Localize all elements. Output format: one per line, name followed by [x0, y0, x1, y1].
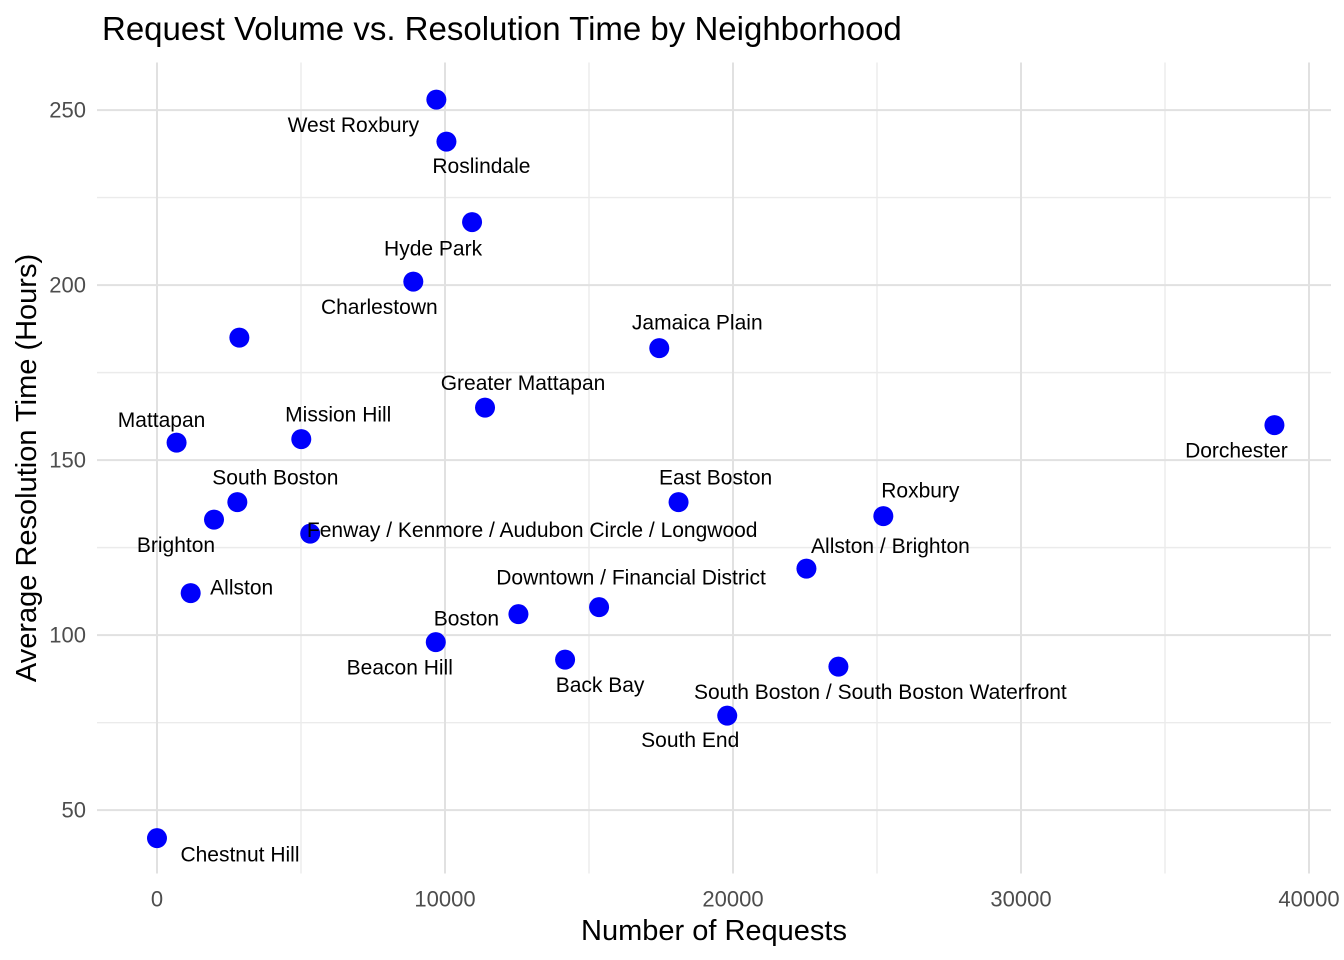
data-point — [796, 558, 817, 579]
data-point — [828, 656, 849, 677]
point-label: Charlestown — [321, 296, 438, 319]
point-label: Downtown / Financial District — [496, 567, 766, 590]
point-label: East Boston — [659, 467, 772, 490]
point-labels: West Roxbury Roslindale Hyde Park Charlesto… — [118, 114, 1288, 867]
data-point — [291, 429, 312, 450]
data-point — [166, 432, 187, 453]
data-point — [426, 89, 447, 110]
data-point — [508, 604, 529, 625]
minor-gridlines — [97, 62, 1331, 874]
y-axis-title: Average Resolution Time (Hours) — [11, 254, 43, 682]
y-tick-label: 150 — [49, 448, 86, 473]
x-tick-label: 40000 — [1278, 887, 1339, 912]
x-axis-title: Number of Requests — [581, 915, 847, 947]
point-label: Roslindale — [432, 155, 530, 178]
data-point — [462, 212, 483, 233]
point-label: Hyde Park — [384, 238, 483, 261]
data-point — [403, 271, 424, 292]
x-tick-label: 30000 — [990, 887, 1051, 912]
data-points — [146, 89, 1285, 849]
y-tick-label: 200 — [49, 273, 86, 298]
point-label: Boston — [434, 608, 499, 631]
point-label: Fenway / Kenmore / Audubon Circle / Long… — [307, 519, 758, 542]
data-point — [1264, 415, 1285, 436]
data-point — [589, 597, 610, 618]
point-label: Mission Hill — [285, 404, 391, 427]
data-point — [300, 523, 321, 544]
data-point — [229, 327, 250, 348]
x-tick-label: 10000 — [414, 887, 475, 912]
point-label: Roxbury — [881, 480, 960, 503]
data-point — [204, 509, 225, 530]
major-gridlines — [97, 62, 1331, 874]
data-point — [873, 506, 894, 527]
data-point — [555, 649, 576, 670]
point-label: Jamaica Plain — [632, 312, 763, 335]
x-tick-label: 0 — [151, 887, 163, 912]
y-tick-label: 100 — [49, 623, 86, 648]
data-point — [180, 583, 201, 604]
point-label: Greater Mattapan — [441, 372, 606, 395]
point-label: South Boston — [212, 467, 338, 490]
point-label: West Roxbury — [288, 114, 420, 137]
point-label: Chestnut Hill — [180, 844, 299, 867]
point-label: Brighton — [137, 534, 215, 557]
point-label: Mattapan — [118, 409, 206, 432]
plot-title: Request Volume vs. Resolution Time by Ne… — [102, 10, 902, 47]
axis-tick-labels: 0 10000 20000 30000 40000 50 100 150 200 250 — [49, 98, 1339, 912]
data-point — [649, 338, 670, 359]
point-label: Allston — [210, 577, 273, 600]
data-point — [668, 492, 689, 513]
x-tick-label: 20000 — [702, 887, 763, 912]
point-label: Back Bay — [556, 674, 645, 697]
data-point — [227, 492, 248, 513]
data-point — [436, 131, 457, 152]
y-tick-label: 250 — [49, 98, 86, 123]
data-point — [717, 705, 738, 726]
point-label: South End — [641, 729, 739, 752]
point-label: South Boston / South Boston Waterfront — [694, 681, 1067, 704]
point-label: Allston / Brighton — [811, 535, 970, 558]
data-point — [425, 632, 446, 653]
y-tick-label: 50 — [62, 798, 86, 823]
point-label: Beacon Hill — [347, 657, 453, 680]
data-point — [475, 397, 496, 418]
point-label: Dorchester — [1185, 440, 1288, 463]
data-point — [146, 828, 167, 849]
